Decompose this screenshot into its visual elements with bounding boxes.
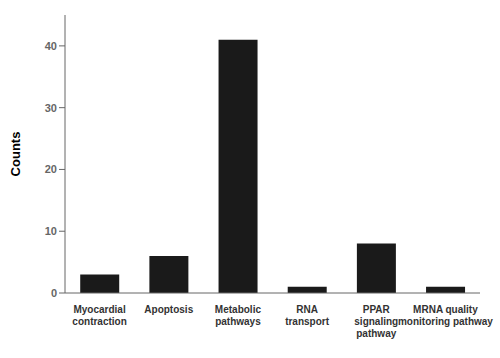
svg-text:MRNA qualitymonitoring pathway: MRNA qualitymonitoring pathway [398, 304, 492, 327]
svg-text:10: 10 [45, 225, 57, 237]
svg-text:20: 20 [45, 163, 57, 175]
svg-text:PPARsignalingpathway: PPARsignalingpathway [354, 304, 398, 339]
svg-text:Metabolicpathways: Metabolicpathways [215, 304, 262, 327]
svg-text:Counts: Counts [8, 132, 23, 177]
svg-text:40: 40 [45, 40, 57, 52]
svg-text:Myocardialcontraction: Myocardialcontraction [72, 304, 126, 327]
svg-text:Apoptosis: Apoptosis [144, 304, 193, 315]
svg-text:0: 0 [51, 287, 57, 299]
svg-text:RNAtransport: RNAtransport [285, 304, 330, 327]
svg-text:30: 30 [45, 102, 57, 114]
